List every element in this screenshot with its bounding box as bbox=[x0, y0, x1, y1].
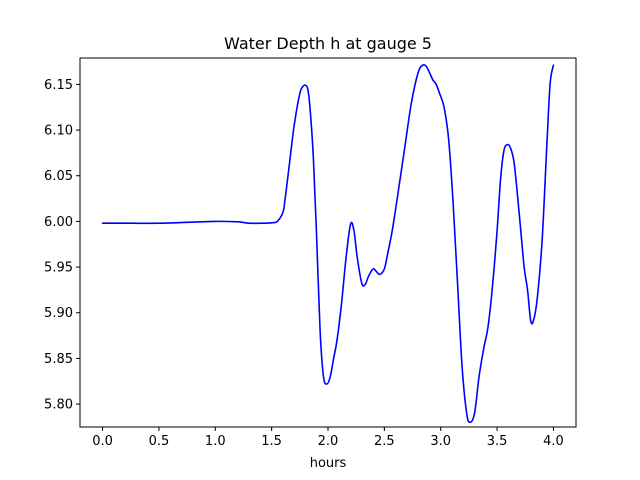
x-tick-label: 4.0 bbox=[543, 434, 564, 449]
x-tick-label: 1.0 bbox=[205, 434, 226, 449]
x-tick-label: 0.5 bbox=[149, 434, 170, 449]
series-line-1 bbox=[101, 63, 555, 424]
x-axis: 0.0 0.5 1.0 1.5 2.0 2.5 3.0 3.5 4.0 bbox=[92, 427, 564, 449]
x-axis-label: hours bbox=[310, 456, 347, 471]
y-tick-label: 6.05 bbox=[44, 169, 73, 184]
x-tick-label: 2.0 bbox=[318, 434, 339, 449]
x-tick-label: 3.0 bbox=[430, 434, 451, 449]
y-tick-label: 5.95 bbox=[44, 261, 73, 276]
y-tick-label: 5.90 bbox=[44, 306, 73, 321]
x-tick-label: 0.0 bbox=[92, 434, 113, 449]
chart-title: Water Depth h at gauge 5 bbox=[224, 34, 432, 53]
y-tick-label: 6.15 bbox=[44, 78, 73, 93]
plot-area bbox=[101, 63, 555, 424]
y-tick-label: 6.00 bbox=[44, 215, 73, 230]
y-tick-label: 6.10 bbox=[44, 124, 73, 139]
x-tick-label: 3.5 bbox=[487, 434, 508, 449]
x-tick-label: 2.5 bbox=[374, 434, 395, 449]
x-tick-label: 1.5 bbox=[261, 434, 282, 449]
y-tick-label: 5.85 bbox=[44, 352, 73, 367]
y-axis: 5.80 5.85 5.90 5.95 6.00 6.05 6.10 6.15 bbox=[44, 78, 80, 413]
y-tick-label: 5.80 bbox=[44, 398, 73, 413]
